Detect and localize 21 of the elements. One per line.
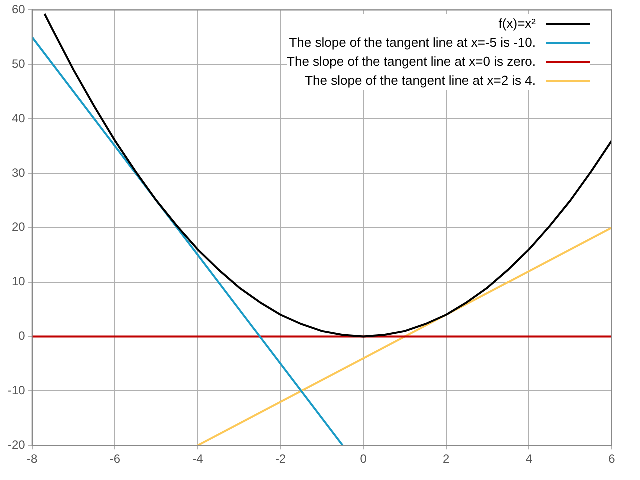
x-tick-label: 6 — [608, 452, 616, 466]
x-tick-label: -4 — [192, 452, 204, 466]
y-tick-label: -20 — [8, 438, 26, 452]
x-tick-label: -6 — [110, 452, 121, 466]
x-tick-label: -2 — [275, 452, 286, 466]
legend-label: f(x)=x² — [498, 16, 536, 31]
y-tick-label: 10 — [12, 274, 26, 289]
legend-label: The slope of the tangent line at x=2 is 4. — [305, 73, 536, 88]
legend-label: The slope of the tangent line at x=0 is zero. — [287, 54, 536, 69]
y-tick-label: 20 — [12, 220, 26, 234]
y-tick-label: 40 — [12, 111, 26, 126]
x-tick-label: 2 — [443, 452, 450, 466]
x-tick-label: 0 — [360, 452, 368, 466]
y-tick-label: 60 — [12, 2, 26, 17]
x-tick-label: 4 — [526, 452, 533, 466]
y-tick-label: 50 — [12, 56, 26, 71]
y-tick-label: 0 — [18, 329, 26, 344]
y-tick-label: 30 — [12, 166, 26, 180]
legend-label: The slope of the tangent line at x=-5 is -10. — [289, 35, 536, 50]
y-tick-label: -10 — [8, 383, 26, 398]
x-tick-label: -8 — [27, 452, 38, 466]
